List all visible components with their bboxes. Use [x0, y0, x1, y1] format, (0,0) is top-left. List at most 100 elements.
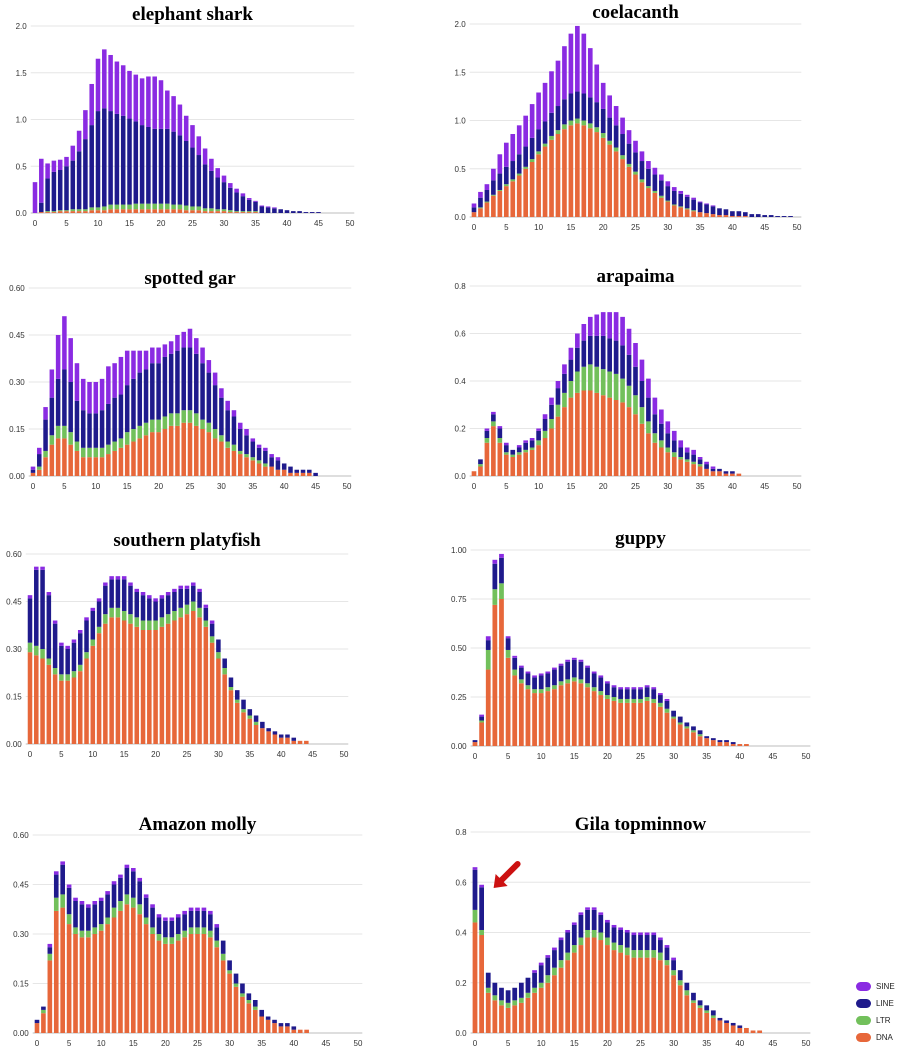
bar-dna: [201, 934, 207, 1033]
bar-sine: [221, 175, 227, 183]
bar-ltr: [188, 927, 194, 934]
x-tick-label: 30: [217, 482, 226, 491]
y-tick-label: 2.0: [455, 20, 467, 29]
bar-ltr: [651, 698, 657, 703]
bar-dna: [552, 689, 557, 746]
bar-line: [552, 950, 557, 968]
bar-sine: [66, 884, 72, 888]
bar-dna: [512, 675, 518, 746]
bar-ltr: [697, 1005, 703, 1008]
bar-line: [659, 423, 664, 441]
bar-ltr: [684, 990, 690, 996]
bar-ltr: [485, 649, 491, 670]
bar-line: [137, 881, 143, 905]
legend-swatch-line: [856, 998, 871, 1008]
bar-ltr: [545, 687, 551, 692]
panel-6: 0.00 0.15 0.30 0.45 0.60 0 5 10 15 20 25 30 35 40 45 50…: [13, 814, 363, 1048]
y-tick-label: 0.45: [6, 598, 22, 607]
bar-sine: [73, 897, 78, 901]
bar-line: [485, 972, 491, 988]
bar-dna: [684, 209, 690, 217]
bar-ltr: [165, 203, 170, 210]
bar-ltr: [65, 674, 70, 681]
y-tick-label: 0.0: [455, 213, 467, 222]
bar-sine: [598, 675, 604, 678]
panel-1: 0.0 0.5 1.0 1.5 2.0 0 5 10 15 20 25 30 35 40 45 50 coela…: [455, 2, 802, 232]
bar-dna: [114, 209, 120, 213]
bar-ltr: [638, 698, 643, 703]
bar-dna: [215, 211, 220, 213]
bar-sine: [165, 90, 170, 129]
bar-sine: [565, 929, 571, 933]
bar-line: [234, 690, 240, 700]
bar-dna: [624, 702, 630, 746]
bar-line: [631, 689, 637, 699]
bar-ltr: [607, 371, 612, 398]
bar-ltr: [478, 207, 483, 209]
bar-sine: [600, 312, 606, 336]
bar-ltr: [80, 447, 86, 458]
bar-line: [158, 128, 164, 204]
bar-line: [664, 700, 670, 709]
bar-sine: [143, 350, 149, 370]
bar-sine: [631, 932, 637, 936]
bar-dna: [177, 209, 183, 213]
bar-ltr: [111, 907, 117, 918]
bar-dna: [710, 740, 716, 746]
bar-ltr: [671, 970, 676, 976]
bar-dna: [538, 987, 544, 1033]
bar-line: [671, 190, 677, 205]
bar-dna: [49, 444, 55, 476]
bar-line: [478, 197, 483, 208]
bar-sine: [684, 447, 690, 453]
bar-dna: [190, 210, 195, 213]
bar-dna: [152, 209, 157, 213]
bar-sine: [137, 877, 143, 882]
bar-sine: [76, 130, 82, 152]
bar-line: [697, 459, 703, 465]
bar-dna: [134, 626, 140, 744]
bar-ltr: [87, 447, 92, 458]
bar-dna: [34, 1023, 40, 1033]
x-tick-label: 35: [251, 219, 260, 228]
bar-ltr: [631, 950, 637, 958]
bar-line: [278, 1023, 284, 1027]
bar-dna: [538, 693, 544, 746]
bar-dna: [240, 996, 245, 1033]
bar-line: [256, 447, 262, 461]
bar-ltr: [156, 934, 162, 941]
bar-ltr: [684, 208, 690, 210]
x-tick-label: 15: [570, 1039, 579, 1048]
bar-sine: [704, 203, 709, 205]
bar-ltr: [503, 452, 509, 455]
bar-sine: [53, 871, 59, 875]
bar-ltr: [545, 975, 551, 983]
bar-line: [479, 716, 485, 721]
bar-ltr: [624, 947, 630, 956]
bar-sine: [37, 447, 42, 455]
bar-ltr: [600, 133, 606, 138]
bar-sine: [244, 429, 249, 436]
bar-line: [678, 193, 684, 207]
bar-dna: [202, 211, 208, 213]
x-tick-label: 15: [570, 752, 579, 761]
bar-ltr: [250, 457, 256, 461]
bar-line: [272, 731, 278, 735]
bar-dna: [105, 924, 110, 1033]
bar-ltr: [664, 960, 670, 966]
x-tick-label: 40: [280, 482, 289, 491]
bar-ltr: [529, 447, 535, 450]
bar-dna: [220, 960, 226, 1033]
bar-line: [671, 440, 677, 453]
bar-ltr: [518, 997, 524, 1003]
x-tick-label: 5: [506, 752, 511, 761]
x-tick-label: 40: [283, 219, 292, 228]
bar-dna: [307, 472, 312, 476]
x-tick-label: 35: [696, 223, 705, 232]
bar-sine: [46, 592, 52, 596]
bar-line: [137, 372, 143, 426]
bar-line: [505, 638, 511, 650]
bar-sine: [562, 364, 567, 374]
bar-ltr: [565, 952, 571, 961]
bar-dna: [523, 452, 529, 476]
